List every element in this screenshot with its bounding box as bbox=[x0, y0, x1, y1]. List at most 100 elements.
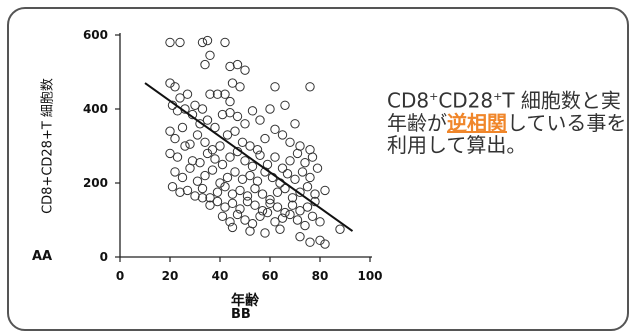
data-point bbox=[215, 141, 225, 151]
data-point bbox=[205, 89, 215, 99]
data-point bbox=[200, 137, 210, 148]
data-point bbox=[182, 89, 193, 99]
caption-pre: CD8 bbox=[387, 88, 430, 113]
label-bb: BB bbox=[231, 307, 251, 322]
data-point bbox=[220, 37, 230, 48]
data-point bbox=[265, 104, 275, 114]
data-point bbox=[197, 37, 208, 48]
data-point bbox=[272, 187, 283, 197]
data-point bbox=[262, 207, 273, 218]
data-point bbox=[177, 172, 188, 183]
data-point bbox=[195, 157, 205, 168]
data-point bbox=[190, 100, 200, 111]
data-point bbox=[287, 193, 298, 203]
data-point bbox=[265, 194, 275, 205]
trend-line bbox=[144, 82, 354, 232]
data-point bbox=[192, 130, 203, 140]
data-point bbox=[200, 170, 210, 181]
data-point bbox=[235, 204, 245, 214]
data-point bbox=[240, 215, 250, 225]
x-tick-label: 20 bbox=[162, 269, 179, 283]
data-point bbox=[165, 126, 175, 136]
data-point bbox=[235, 82, 245, 92]
y-axis-label: CD8+CD28+T 細胞数 bbox=[40, 78, 56, 214]
data-point bbox=[212, 187, 223, 197]
data-point bbox=[237, 174, 248, 185]
data-point bbox=[320, 239, 330, 249]
data-point bbox=[197, 193, 208, 203]
caption-post: T 細胞数と実年齢が bbox=[387, 88, 621, 135]
data-point bbox=[227, 198, 238, 209]
data-point bbox=[305, 237, 315, 247]
data-point bbox=[277, 213, 288, 223]
data-point bbox=[277, 163, 288, 173]
data-point bbox=[302, 202, 313, 212]
data-point bbox=[250, 200, 260, 210]
data-point bbox=[170, 167, 180, 177]
data-point bbox=[290, 119, 300, 129]
data-point bbox=[297, 167, 308, 177]
data-point bbox=[255, 150, 265, 160]
y-tick-label: 0 bbox=[100, 250, 108, 264]
data-point bbox=[315, 217, 325, 227]
data-point bbox=[270, 152, 280, 162]
data-point bbox=[185, 163, 195, 173]
data-point bbox=[182, 185, 193, 196]
data-point bbox=[280, 207, 290, 218]
data-point bbox=[205, 200, 215, 210]
x-tick-label: 0 bbox=[116, 269, 124, 283]
data-point bbox=[225, 108, 235, 118]
x-tick-label: 80 bbox=[312, 269, 329, 283]
data-point bbox=[217, 109, 228, 120]
data-point bbox=[265, 198, 275, 209]
data-point bbox=[282, 169, 293, 179]
data-point bbox=[240, 65, 250, 75]
data-point bbox=[255, 211, 265, 222]
data-point bbox=[245, 226, 255, 236]
data-point bbox=[237, 137, 248, 148]
data-point bbox=[232, 59, 243, 70]
caption-highlight: 逆相関 bbox=[447, 110, 507, 135]
data-point bbox=[222, 130, 233, 140]
data-point bbox=[300, 220, 310, 231]
data-point bbox=[230, 126, 240, 136]
data-point bbox=[307, 152, 318, 162]
data-point bbox=[165, 37, 175, 48]
data-point bbox=[257, 189, 268, 199]
data-point bbox=[252, 145, 263, 155]
x-tick-label: 100 bbox=[357, 269, 382, 283]
data-point bbox=[295, 206, 305, 216]
data-point bbox=[205, 193, 215, 203]
data-point bbox=[225, 152, 235, 162]
data-point bbox=[172, 152, 183, 162]
y-tick-label: 400 bbox=[83, 102, 108, 116]
data-point bbox=[185, 139, 195, 149]
data-point bbox=[207, 165, 218, 175]
data-point bbox=[305, 172, 315, 183]
data-point bbox=[305, 82, 315, 92]
data-point bbox=[242, 191, 253, 201]
data-point bbox=[230, 167, 240, 177]
data-point bbox=[232, 111, 243, 122]
data-point bbox=[227, 222, 238, 233]
data-point bbox=[200, 59, 210, 70]
data-point bbox=[225, 96, 235, 107]
data-point bbox=[225, 61, 235, 72]
data-point bbox=[270, 124, 280, 135]
data-point bbox=[275, 224, 285, 234]
data-point bbox=[202, 115, 213, 125]
data-point bbox=[235, 185, 245, 196]
data-point bbox=[255, 115, 265, 125]
data-point bbox=[222, 172, 233, 183]
data-point bbox=[175, 93, 185, 103]
data-point bbox=[240, 119, 250, 129]
data-point bbox=[292, 148, 303, 159]
data-point bbox=[260, 228, 270, 238]
data-point bbox=[270, 217, 280, 227]
data-point bbox=[335, 224, 345, 234]
data-point bbox=[220, 182, 230, 192]
data-point bbox=[287, 200, 298, 210]
data-point bbox=[217, 159, 228, 170]
data-point bbox=[307, 211, 318, 222]
data-point bbox=[217, 211, 228, 222]
